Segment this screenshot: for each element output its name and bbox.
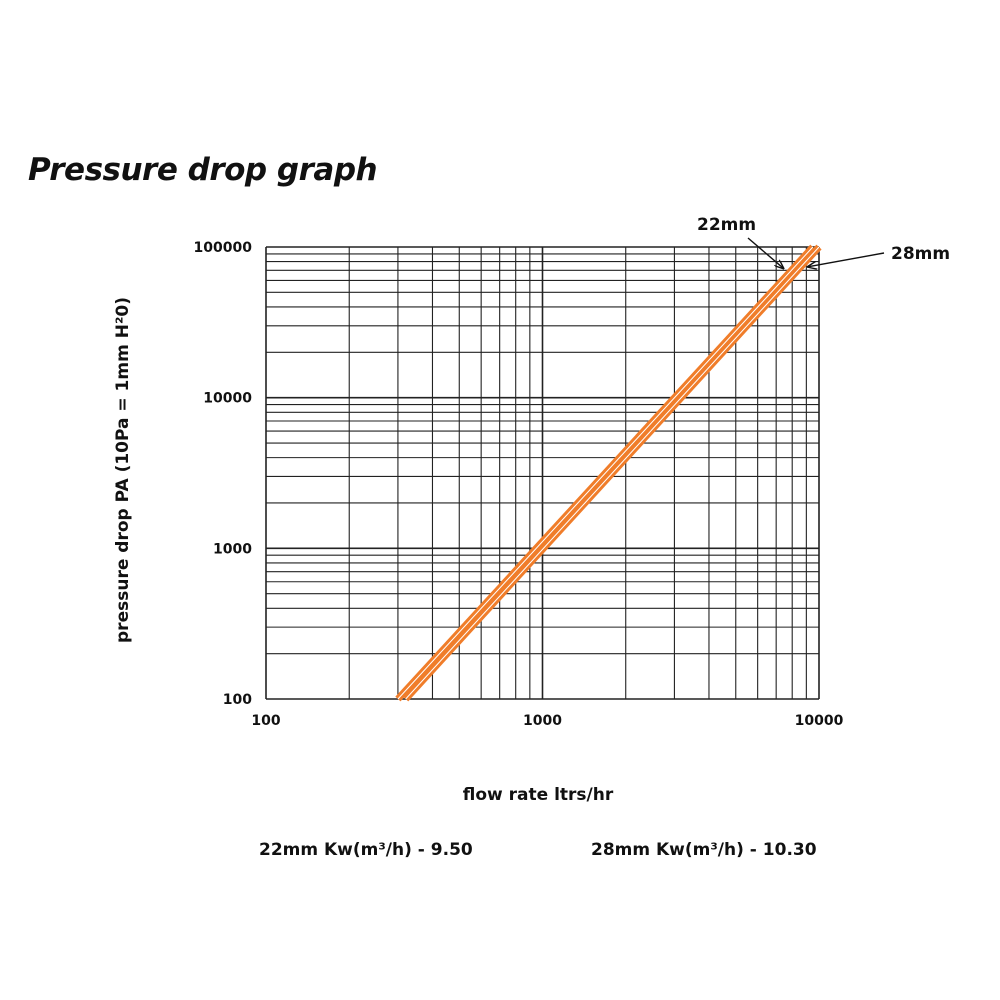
- y-tick-label: 1000: [213, 541, 252, 557]
- tick-labels: 100 1000 10000 100 1000 10000 100000: [194, 240, 844, 729]
- series-lines: [395, 244, 822, 702]
- x-tick-label: 100: [251, 713, 280, 729]
- kv-28mm-text: 28mm Kw(m³/h) - 10.30: [591, 840, 817, 860]
- series-label-22mm: 22mm: [697, 215, 756, 235]
- chart-title: Pressure drop graph: [28, 152, 378, 188]
- series-label-28mm: 28mm: [891, 244, 950, 264]
- y-tick-label: 100000: [194, 240, 253, 256]
- series-line-highlight: [397, 246, 814, 700]
- grid: [265, 246, 820, 700]
- arrow-28mm: [808, 252, 885, 267]
- series-annotations: 22mm 28mm: [697, 215, 950, 268]
- x-axis-label: flow rate ltrs/hr: [463, 785, 614, 805]
- y-axis-label: pressure drop PA (10Pa = 1mm H²0): [113, 297, 133, 643]
- kv-22mm-text: 22mm Kw(m³/h) - 9.50: [259, 840, 473, 860]
- arrow-22mm: [747, 237, 783, 268]
- x-tick-label: 10000: [795, 713, 844, 729]
- x-tick-label: 1000: [523, 713, 562, 729]
- y-tick-label: 100: [223, 692, 252, 708]
- y-tick-label: 10000: [203, 391, 252, 407]
- series-line-highlight: [405, 246, 820, 700]
